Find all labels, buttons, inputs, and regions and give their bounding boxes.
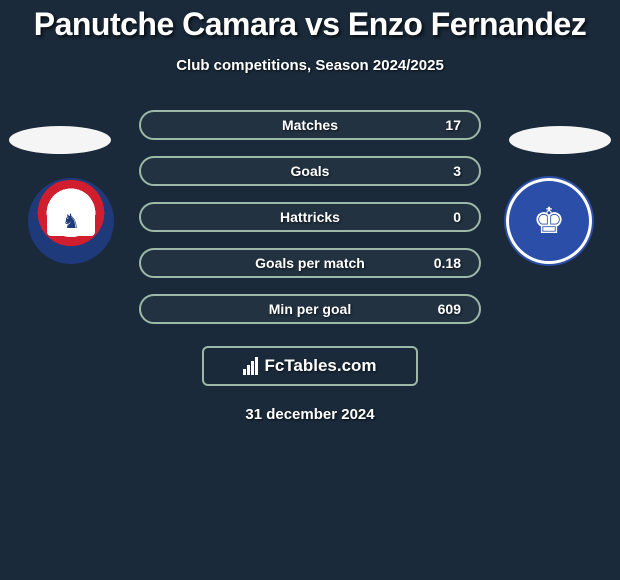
stat-row-gpm: Goals per match 0.18: [139, 248, 481, 278]
chart-bars-icon: [243, 357, 258, 375]
stat-label: Goals per match: [207, 255, 413, 271]
stat-right-value: 17: [413, 117, 461, 133]
brand-box[interactable]: FcTables.com: [202, 346, 418, 386]
page-title: Panutche Camara vs Enzo Fernandez: [0, 0, 620, 43]
player-ellipse-right: [509, 126, 611, 154]
date-text: 31 december 2024: [0, 406, 620, 423]
horse-icon: ♞: [47, 206, 95, 236]
stat-right-value: 3: [413, 163, 461, 179]
team-crest-right: ♚: [506, 178, 592, 264]
stat-right-value: 0.18: [413, 255, 461, 271]
stat-label: Hattricks: [207, 209, 413, 225]
team-crest-left: ♞: [28, 178, 114, 264]
stat-label: Min per goal: [207, 301, 413, 317]
stat-row-goals: Goals 3: [139, 156, 481, 186]
player-ellipse-left: [9, 126, 111, 154]
stat-label: Goals: [207, 163, 413, 179]
stat-label: Matches: [207, 117, 413, 133]
stat-row-hattricks: Hattricks 0: [139, 202, 481, 232]
stat-right-value: 0: [413, 209, 461, 225]
brand-text: FcTables.com: [264, 356, 376, 376]
stat-row-matches: Matches 17: [139, 110, 481, 140]
stat-right-value: 609: [413, 301, 461, 317]
subtitle: Club competitions, Season 2024/2025: [0, 57, 620, 74]
stat-row-mpg: Min per goal 609: [139, 294, 481, 324]
lion-icon: ♚: [533, 200, 565, 242]
